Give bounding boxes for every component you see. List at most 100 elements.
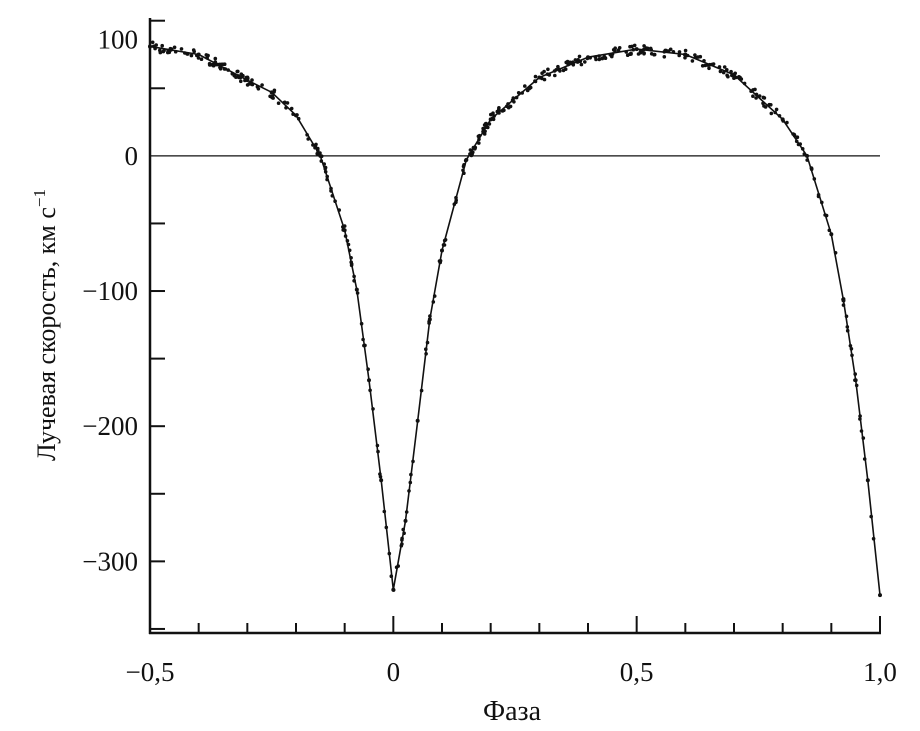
data-point xyxy=(624,50,628,54)
data-point xyxy=(329,186,333,191)
data-point xyxy=(761,101,765,106)
data-point xyxy=(461,168,465,173)
data-point xyxy=(461,164,466,169)
data-point xyxy=(579,62,584,67)
data-point xyxy=(151,44,156,49)
data-point xyxy=(492,114,496,118)
data-point xyxy=(780,117,785,122)
data-point xyxy=(427,317,432,322)
data-point xyxy=(586,55,590,60)
data-point xyxy=(199,57,204,61)
data-point xyxy=(477,141,481,145)
data-point xyxy=(613,46,617,50)
data-point xyxy=(361,337,365,342)
data-point xyxy=(500,109,505,113)
data-point xyxy=(726,74,730,79)
data-point xyxy=(260,83,264,87)
data-point xyxy=(387,551,392,556)
data-point xyxy=(632,43,637,48)
x-tick-label: 0 xyxy=(387,657,401,687)
data-point xyxy=(514,95,519,100)
data-point xyxy=(196,52,201,57)
data-point xyxy=(841,303,846,307)
data-point xyxy=(402,531,406,535)
data-point xyxy=(205,56,209,60)
data-point xyxy=(777,114,782,118)
data-point xyxy=(718,69,723,74)
data-point xyxy=(805,153,809,158)
data-point xyxy=(346,242,351,247)
data-point xyxy=(690,59,695,63)
x-tick-label: 0,5 xyxy=(620,657,654,687)
data-point xyxy=(785,120,789,125)
data-point xyxy=(542,77,547,82)
data-point xyxy=(454,195,458,200)
data-point xyxy=(342,228,347,233)
data-point xyxy=(823,213,827,217)
data-point xyxy=(396,564,401,568)
data-point xyxy=(482,132,487,136)
data-point xyxy=(742,81,747,86)
data-point xyxy=(484,125,488,129)
data-point xyxy=(844,314,849,319)
data-point xyxy=(316,148,320,153)
data-point xyxy=(827,228,832,233)
data-point xyxy=(725,68,729,72)
data-point xyxy=(862,457,867,461)
data-point xyxy=(415,418,420,423)
data-point xyxy=(325,174,330,179)
data-point xyxy=(671,50,676,54)
data-point xyxy=(354,287,359,292)
data-point xyxy=(698,54,703,59)
data-point xyxy=(311,143,315,147)
data-point xyxy=(464,157,469,162)
data-point xyxy=(845,328,850,333)
data-point xyxy=(754,96,758,100)
data-point xyxy=(256,87,261,91)
fit-curve xyxy=(149,45,881,596)
y-axis-label-text: Лучевая скорость, км с xyxy=(32,207,61,461)
data-point xyxy=(428,314,432,318)
data-point xyxy=(411,459,415,464)
x-tick-label: 1,0 xyxy=(863,657,897,687)
data-point xyxy=(359,321,364,326)
data-point xyxy=(600,56,604,60)
data-point xyxy=(400,542,404,546)
data-point xyxy=(403,518,408,523)
data-point xyxy=(702,59,706,63)
data-point xyxy=(367,378,371,383)
data-point xyxy=(376,449,380,454)
data-point xyxy=(452,202,457,206)
data-point xyxy=(400,536,404,541)
data-point xyxy=(565,59,570,64)
data-point xyxy=(250,78,254,82)
data-point xyxy=(754,92,759,97)
data-point xyxy=(323,170,328,174)
data-point xyxy=(234,75,238,79)
data-point xyxy=(189,53,194,58)
data-point xyxy=(520,91,524,95)
data-point xyxy=(644,46,648,50)
axes: −0,5 0 0,5 1,0 100 0 −100 −200 −300 xyxy=(82,18,897,687)
data-point xyxy=(757,94,762,98)
data-point xyxy=(349,255,353,260)
data-point xyxy=(800,147,805,151)
data-point xyxy=(296,116,301,121)
data-point xyxy=(717,65,722,69)
data-point xyxy=(160,43,164,48)
data-point xyxy=(805,158,809,162)
data-point xyxy=(802,152,807,156)
data-point xyxy=(488,117,493,122)
data-point xyxy=(677,50,682,54)
data-point xyxy=(749,89,753,93)
data-point xyxy=(631,47,636,52)
data-marks xyxy=(148,40,882,598)
data-point xyxy=(408,480,413,485)
data-point xyxy=(269,90,274,95)
data-point xyxy=(382,509,387,514)
data-point xyxy=(683,48,688,53)
data-point xyxy=(207,61,212,66)
data-point xyxy=(594,57,598,62)
data-point xyxy=(561,68,566,73)
data-point xyxy=(774,107,779,112)
